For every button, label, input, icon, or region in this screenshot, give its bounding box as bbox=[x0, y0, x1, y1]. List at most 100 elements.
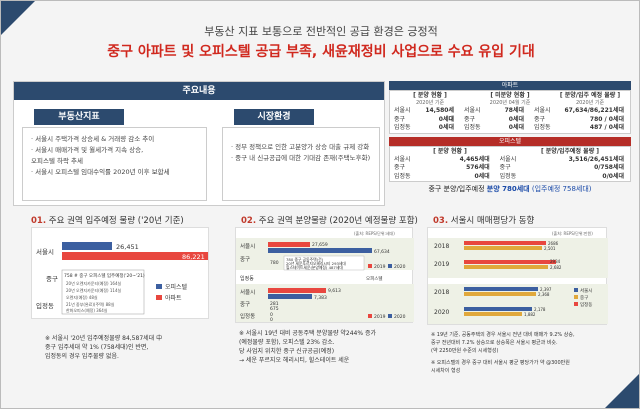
page-headline: 중구 아파트 및 오피스텔 공급 부족, 새윤재정비 사업으로 수요 유입 기대 bbox=[107, 44, 535, 60]
legend-label: 2019 bbox=[374, 314, 386, 320]
cell: 서울시 bbox=[394, 155, 411, 163]
entry-volume-chart: 서울시 26,451 86,221 중구 입정동 758 # 중구 오피스텔 입… bbox=[36, 242, 208, 315]
bar-seoul bbox=[464, 260, 556, 264]
summary-title: 주요내용 bbox=[14, 82, 384, 100]
section-title: 주요 권역 분양물량 (2020년 예정물량 포함) bbox=[256, 216, 418, 226]
note-line: 중구 전년대비 7.2% 상승으로 상승폭은 서울시 평균과 비슷. bbox=[431, 340, 558, 346]
value-label: 26,451 bbox=[116, 243, 139, 251]
callout-box bbox=[283, 255, 365, 271]
bar-2019 bbox=[268, 242, 310, 247]
supply-footer: 중구 분양/입주예정 분양 780세대 (입주예정 758세대) bbox=[389, 184, 631, 194]
callout-title: 758 # 중구 오피스텔 입주예정('20~'21) bbox=[64, 272, 145, 279]
source-label: (출처: REPS/단위:만원) bbox=[552, 230, 593, 236]
price-trend-chart: (출처: REPS/단위:만원) 2018 2686 2,501 2019 29… bbox=[428, 230, 608, 324]
cat-label: 입정동 bbox=[240, 275, 254, 282]
bar-seoul bbox=[464, 307, 532, 311]
value-label: 2,178 bbox=[534, 307, 546, 312]
year-label: 2019 bbox=[434, 261, 449, 268]
cell: 서울시 bbox=[499, 155, 517, 163]
callout-line: 한화오피스(예정) 364실 bbox=[66, 307, 108, 313]
callout-box bbox=[61, 269, 145, 315]
section-number: 02. bbox=[241, 216, 257, 226]
bar-2019 bbox=[268, 288, 326, 293]
cell: 서울시 bbox=[394, 107, 411, 114]
bar-2020 bbox=[268, 294, 312, 299]
summary-box: 주요내용 부동산지표 시장환경 · 서울시 주택가격 상승세 & 거래량 감소 … bbox=[13, 81, 385, 206]
year-label: 2018 bbox=[434, 289, 449, 296]
bar-seoul bbox=[464, 287, 538, 291]
note-line: (약 2250만원 수준의 시세형성) bbox=[431, 348, 499, 354]
legend-swatch bbox=[388, 314, 392, 318]
cell: 0세대 bbox=[508, 115, 524, 123]
footer-text: 중구 분양/입주예정 bbox=[428, 185, 487, 193]
cat-label: 서울시 bbox=[240, 288, 255, 296]
apt-col-head: [ 미분양 현황 ] bbox=[490, 92, 530, 99]
apt-col-date: 2020년 04월 기준 bbox=[489, 100, 531, 106]
cell: 입정동 bbox=[394, 124, 411, 131]
bar-junggu bbox=[464, 246, 542, 250]
legend-label: 아파트 bbox=[165, 294, 182, 302]
cell: 중구 bbox=[534, 115, 546, 123]
indicator-item: · 서울시 주택가격 상승세 & 거래량 감소 추이 bbox=[31, 135, 155, 143]
note-line: ※ 서울시 19년 대비 공동주택 분양물량 약244% 증가 bbox=[239, 330, 377, 337]
value-label: 0 bbox=[270, 317, 273, 323]
note-line: 시세차이 형성 bbox=[431, 368, 461, 374]
callout-line: 힐스테이트세운(분양예정) 487세대 bbox=[286, 265, 343, 270]
source-label: (출처: REPS/단위:세대) bbox=[354, 230, 395, 236]
cat-label: 서울시 bbox=[36, 247, 54, 256]
apt-col-head: [ 분양 현황 ] bbox=[413, 92, 447, 99]
value-label: 2,501 bbox=[544, 246, 556, 251]
cell: 4,465세대 bbox=[459, 155, 490, 163]
supply-table: 아파트 [ 분양 현황 ] [ 미분양 현황 ] [ 분양/입주 예정 물량 ] 2… bbox=[389, 81, 631, 206]
legend-swatch bbox=[574, 288, 578, 292]
note-line: ※ 19년 기준, 공동주택의 경우 서울시 전년 대비 매매가 9.2% 상승… bbox=[431, 332, 575, 338]
cell: 입정동 bbox=[499, 172, 517, 180]
legend-swatch bbox=[156, 284, 162, 289]
indicator-item: 오피스텔 하락 추세 bbox=[31, 157, 83, 165]
apt-col-date: 2020년 기준 bbox=[415, 100, 445, 106]
note-line: → 세운 푸르지오 헤리시티, 힐스테이트 세운 bbox=[239, 357, 350, 364]
bar-apt-seoul bbox=[62, 252, 208, 260]
section-1-note: ※ 서울시 '20년 입주예정물량 84,587세대 中 중구 입주세대 약 1… bbox=[45, 334, 162, 361]
section-3-note: ※ 19년 기준, 공동주택의 경우 서울시 전년 대비 매매가 9.2% 상승… bbox=[431, 331, 575, 375]
value-label: 2,397 bbox=[540, 287, 552, 292]
value-label: 27,659 bbox=[312, 242, 328, 248]
indicator-item: · 서울시 매매가격 및 월세가격 지속 상승, bbox=[31, 146, 144, 154]
callout-line: 오렌지(예정) 48실 bbox=[66, 294, 98, 300]
legend-label: 중구 bbox=[580, 295, 588, 301]
bar-junggu bbox=[464, 265, 548, 269]
callout-line: 780 중구 공동주택(건) bbox=[286, 257, 324, 262]
value-label: 2,368 bbox=[538, 292, 550, 297]
note-line: 입정동의 경우 입주물량 없음. bbox=[45, 353, 119, 360]
value-label: 2686 bbox=[548, 241, 559, 246]
note-line: 중구 입주세대 약 1% (758세대)인 반면, bbox=[45, 344, 149, 351]
year-label: 2018 bbox=[434, 243, 449, 250]
value-label: 1,882 bbox=[524, 312, 536, 317]
cell: 입정동 bbox=[464, 124, 481, 131]
note-line: 당 사업지 위치한 중구 신규공급(예정) bbox=[239, 348, 335, 355]
value-label: 67,634 bbox=[374, 249, 390, 255]
value-label: 86,221 bbox=[182, 253, 205, 261]
value-label: 780 bbox=[270, 260, 279, 266]
section-title: 서울시 매매평당가 동향 bbox=[448, 216, 535, 226]
cell: 0세대 bbox=[508, 124, 524, 131]
cell: 487 / 0세대 bbox=[589, 124, 624, 131]
section-1-title: 01. 주요 권역 입주예정 물량 ('20년 기준) bbox=[31, 214, 184, 226]
cat-label: 서울시 bbox=[240, 242, 255, 250]
note-line: ※ 오피스텔의 경우 중구 대비 서울시 평균 평당가가 약 @300만원 bbox=[431, 360, 570, 366]
footer-highlight: (입주예정 758세대) bbox=[529, 185, 592, 193]
value-label: 7,383 bbox=[314, 295, 327, 301]
cell: 입정동 bbox=[534, 124, 551, 131]
chart-panel-3: (출처: REPS/단위:만원) 2018 2686 2,501 2019 29… bbox=[427, 227, 608, 325]
office-col-head: [ 분양/입주예정 물량 ] bbox=[540, 147, 600, 155]
apt-col-date: 2020년 기준 bbox=[575, 100, 605, 106]
office-table-title: 오피스텔 bbox=[389, 136, 631, 146]
bar-junggu bbox=[464, 292, 536, 296]
section-number: 01. bbox=[31, 216, 47, 226]
market-tag: 시장환경 bbox=[234, 109, 314, 125]
value-label: 9,613 bbox=[328, 288, 341, 294]
legend-swatch bbox=[574, 302, 578, 306]
value-label: 2934 bbox=[550, 259, 561, 264]
section-title: 주요 권역 입주예정 물량 ('20년 기준) bbox=[46, 216, 184, 226]
